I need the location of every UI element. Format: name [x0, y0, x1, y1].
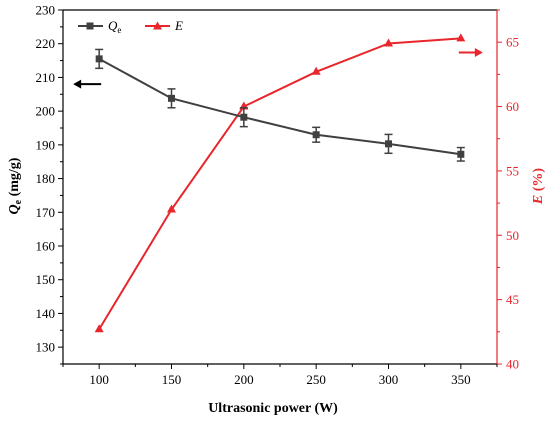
- series-qe-line: [98, 58, 461, 156]
- series-e-point: [311, 66, 321, 75]
- legend-e-marker: [153, 21, 162, 30]
- x-tick-label: 350: [451, 372, 471, 387]
- legend: Qe E: [78, 18, 183, 35]
- legend-qe-label: Qe: [108, 18, 121, 35]
- left-axis-title: Qe (mg/g): [7, 157, 24, 214]
- arrow-right-head: [474, 47, 483, 57]
- series-qe-point: [168, 94, 175, 102]
- left-tick-label: 180: [36, 171, 56, 186]
- right-axis: 40 45 50 55 60 65: [497, 9, 519, 372]
- series-e: [94, 33, 466, 333]
- x-tick-label: 100: [89, 372, 109, 387]
- x-axis: 100 150 200 250 300 350: [62, 364, 498, 387]
- series-e-point: [384, 38, 393, 47]
- left-tick-label: 140: [36, 306, 56, 321]
- series-e-point: [167, 204, 176, 213]
- x-tick-label: 200: [234, 372, 254, 387]
- series-qe: [95, 48, 465, 162]
- arrow-left-head: [73, 79, 82, 89]
- series-qe-point: [95, 55, 103, 63]
- left-tick-label: 190: [36, 137, 56, 152]
- series-e-line: [98, 37, 461, 330]
- right-tick-label: 50: [506, 228, 519, 243]
- x-axis-title: Ultrasonic power (W): [208, 401, 338, 416]
- left-tick-label: 150: [36, 272, 56, 287]
- left-tick-label: 160: [36, 239, 56, 254]
- right-tick-label: 40: [506, 357, 519, 372]
- series-e-point: [456, 33, 466, 42]
- series-qe-point: [312, 131, 320, 139]
- left-tick-label: 170: [36, 205, 56, 220]
- legend-e-label: E: [174, 18, 183, 33]
- right-tick-label: 45: [506, 292, 519, 307]
- left-axis: 130 140 150 160 170 180 190 200 210 220 230: [36, 3, 63, 365]
- series-qe-point: [457, 150, 465, 158]
- right-tick-label: 65: [506, 35, 519, 50]
- plot-frame: [62, 9, 498, 365]
- right-tick-label: 60: [506, 99, 519, 114]
- series-e-point: [94, 324, 104, 333]
- left-tick-label: 220: [36, 36, 56, 51]
- right-axis-title: E (%): [531, 168, 546, 206]
- x-tick-label: 300: [379, 372, 399, 387]
- right-tick-label: 55: [506, 163, 519, 178]
- x-tick-label: 250: [306, 372, 326, 387]
- left-tick-label: 210: [36, 70, 56, 85]
- series-qe-point: [385, 140, 392, 148]
- left-tick-label: 230: [36, 3, 56, 18]
- x-tick-label: 150: [162, 372, 182, 387]
- legend-qe-marker: [86, 22, 94, 30]
- left-tick-label: 200: [36, 104, 56, 119]
- left-tick-label: 130: [36, 340, 56, 355]
- series-qe-point: [240, 113, 248, 121]
- annotation-arrows: [73, 47, 483, 89]
